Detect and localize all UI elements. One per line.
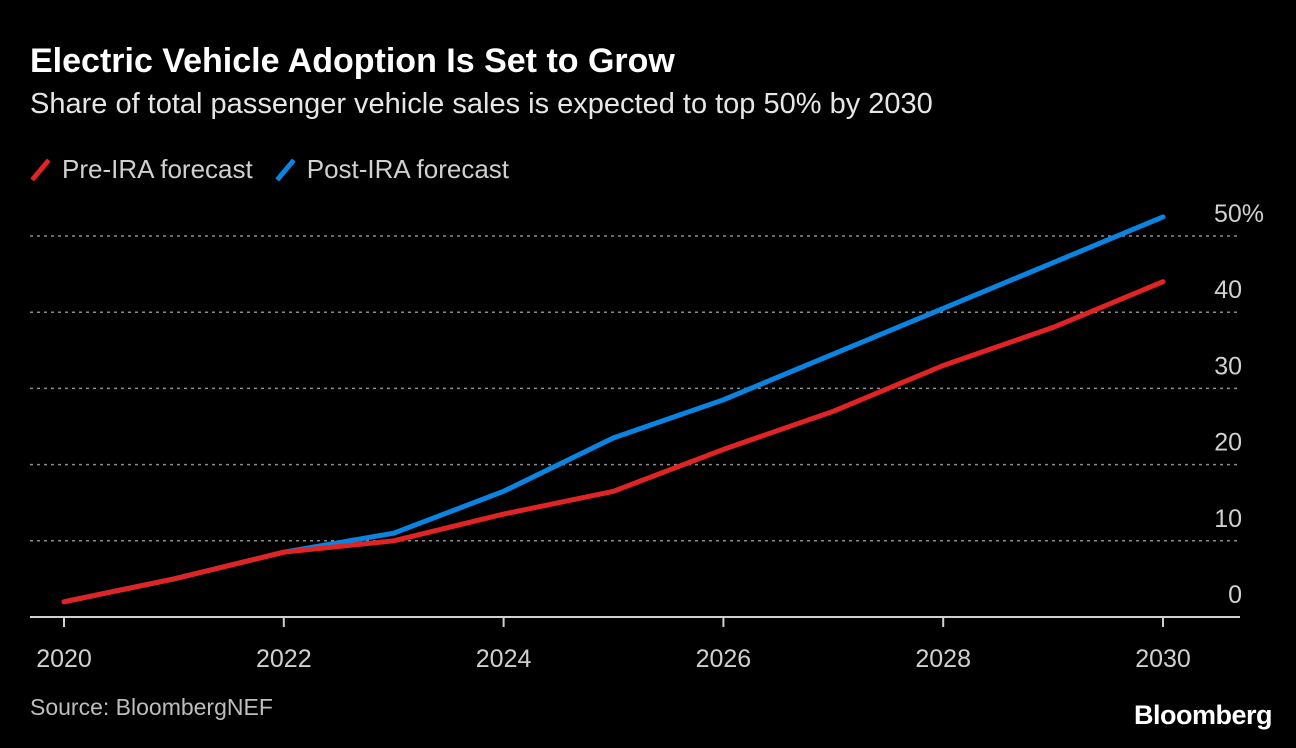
legend: Pre-IRA forecast Post-IRA forecast: [30, 154, 531, 185]
series-line-pre-ira: [61, 279, 1166, 605]
y-tick-label: 50%: [1214, 200, 1264, 228]
source-note: Source: BloombergNEF: [30, 694, 273, 720]
x-tick-label: 2026: [696, 645, 752, 673]
legend-item-pre-ira: Pre-IRA forecast: [30, 154, 253, 185]
x-tick-label: 2030: [1135, 645, 1191, 673]
legend-label-post-ira: Post-IRA forecast: [306, 154, 510, 184]
y-tick-label: 10: [1214, 505, 1242, 533]
x-tick-label: 2028: [915, 645, 971, 673]
x-tick-label: 2022: [256, 645, 312, 673]
y-tick-label: 0: [1228, 581, 1242, 609]
y-tick-label: 40: [1214, 276, 1242, 304]
chart-subtitle: Share of total passenger vehicle sales i…: [30, 88, 933, 120]
y-tick-label: 30: [1214, 352, 1242, 380]
x-tick-label: 2024: [476, 645, 532, 673]
chart-title: Electric Vehicle Adoption Is Set to Grow: [30, 42, 675, 80]
legend-item-post-ira: Post-IRA forecast: [275, 154, 509, 185]
y-tick-label: 20: [1214, 429, 1242, 457]
legend-label-pre-ira: Pre-IRA forecast: [62, 154, 253, 184]
series-line-post-ira: [61, 214, 1166, 605]
x-tick-label: 2020: [36, 645, 92, 673]
bloomberg-logo: Bloomberg: [1133, 700, 1273, 730]
